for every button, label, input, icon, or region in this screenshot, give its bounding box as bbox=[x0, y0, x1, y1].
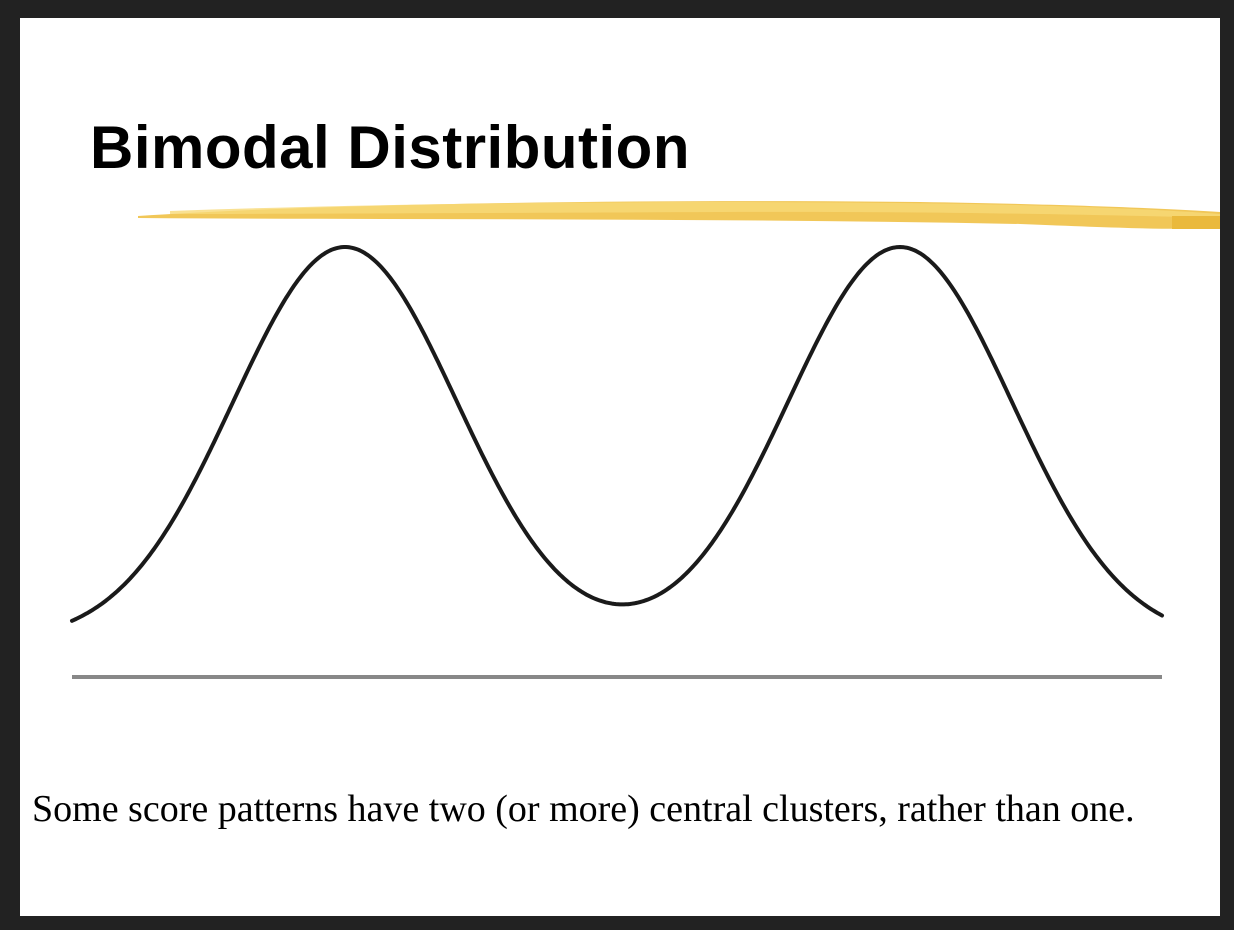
slide: Bimodal Distribution Some score patterns… bbox=[20, 18, 1220, 916]
caption-text: Some score patterns have two (or more) c… bbox=[32, 788, 1135, 830]
bimodal-diagram bbox=[70, 245, 1164, 679]
bimodal-curve bbox=[70, 245, 1164, 623]
page-title: Bimodal Distribution bbox=[90, 114, 690, 181]
